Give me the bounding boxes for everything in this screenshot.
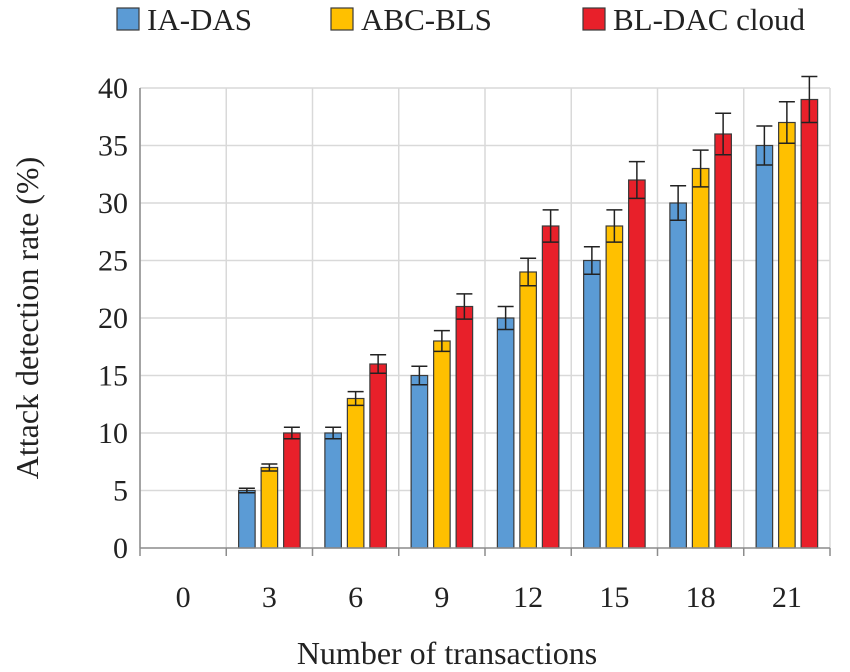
bar-bl-dac-cloud bbox=[628, 179, 646, 549]
y-tick-label: 35 bbox=[98, 130, 128, 163]
bar-ia-das bbox=[238, 489, 256, 549]
legend-swatch bbox=[330, 7, 354, 31]
y-tick-label: 10 bbox=[98, 417, 128, 450]
bar-bl-dac-cloud bbox=[369, 363, 387, 549]
x-tick-label: 0 bbox=[176, 581, 191, 614]
bar-abc-bls bbox=[519, 271, 537, 549]
bar-abc-bls bbox=[691, 167, 710, 549]
bar-ia-das bbox=[410, 374, 429, 549]
bar-bl-dac-cloud bbox=[455, 305, 474, 549]
y-tick-label: 30 bbox=[98, 187, 128, 220]
x-tick-label: 21 bbox=[772, 581, 802, 614]
bar-bl-dac-cloud bbox=[800, 98, 819, 549]
y-tick-label: 40 bbox=[98, 72, 128, 105]
bar-ia-das bbox=[583, 259, 601, 549]
axes: 0 5 10 15 20 25 30 35 40 0 3 6 9 12 15 18 21 bbox=[98, 72, 831, 614]
bars bbox=[238, 75, 819, 549]
legend-label: ABC-BLS bbox=[361, 2, 492, 37]
bar-bl-dac-cloud bbox=[541, 225, 560, 549]
x-tick-label: 15 bbox=[599, 581, 629, 614]
x-tick-label: 6 bbox=[348, 581, 363, 614]
bar-bl-dac-cloud bbox=[714, 133, 732, 549]
legend-swatch bbox=[582, 7, 606, 31]
x-axis-title: Number of transactions bbox=[297, 635, 597, 671]
y-tick-label: 0 bbox=[113, 532, 128, 565]
y-tick-label: 20 bbox=[98, 302, 128, 335]
bar-ia-das bbox=[496, 317, 515, 549]
legend: IA-DAS ABC-BLS BL-DAC cloud bbox=[116, 2, 806, 37]
x-tick-label: 18 bbox=[686, 581, 716, 614]
legend-swatch bbox=[116, 7, 140, 31]
bar-abc-bls bbox=[260, 466, 279, 549]
legend-label: BL-DAC cloud bbox=[613, 2, 806, 37]
x-tick-label: 3 bbox=[262, 581, 277, 614]
y-tick-label: 25 bbox=[98, 245, 128, 278]
bar-ia-das bbox=[324, 432, 342, 549]
bar-ia-das bbox=[669, 202, 687, 549]
bar-ia-das bbox=[755, 144, 774, 549]
y-tick-label: 15 bbox=[98, 360, 128, 393]
bar-abc-bls bbox=[605, 225, 624, 549]
bar-abc-bls bbox=[433, 340, 451, 549]
bar-abc-bls bbox=[778, 121, 796, 549]
bar-bl-dac-cloud bbox=[283, 432, 301, 549]
x-tick-label: 9 bbox=[434, 581, 449, 614]
legend-label: IA-DAS bbox=[147, 2, 252, 37]
y-tick-label: 5 bbox=[113, 475, 128, 508]
x-tick-label: 12 bbox=[513, 581, 543, 614]
bar-abc-bls bbox=[346, 397, 365, 549]
y-axis-title: Attack detection rate (%) bbox=[9, 157, 45, 480]
gridlines bbox=[139, 87, 831, 548]
